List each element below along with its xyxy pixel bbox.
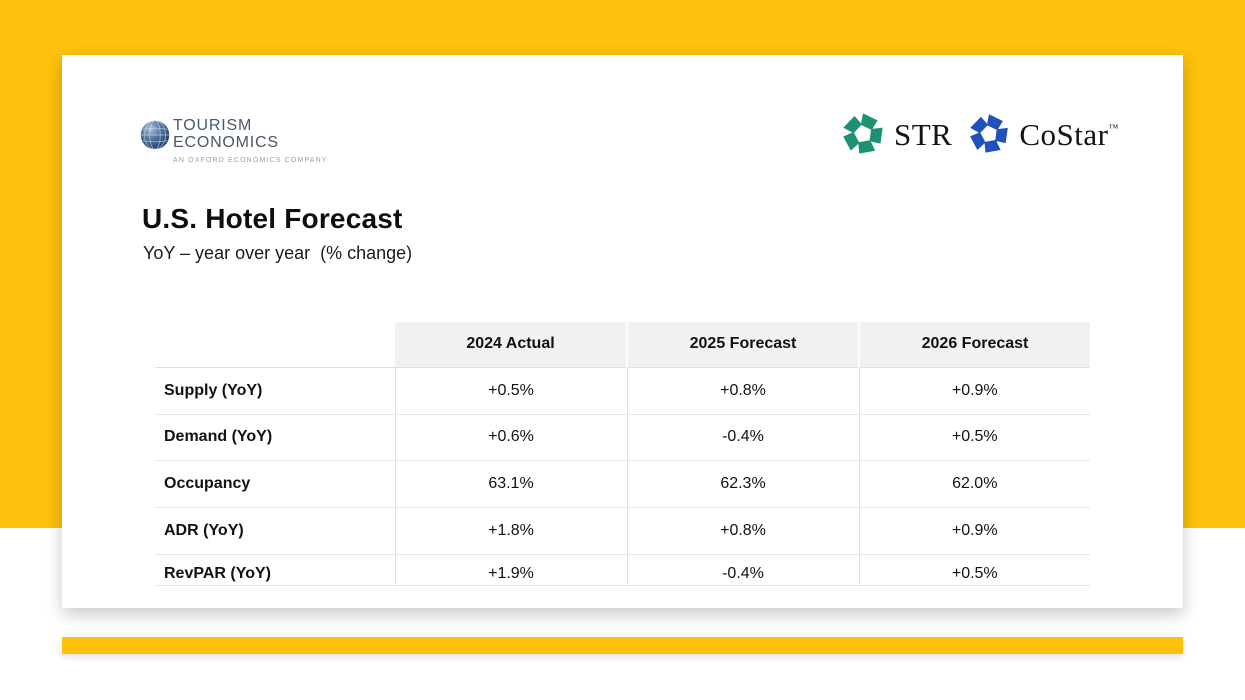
cell-value: +0.8% (626, 507, 859, 554)
cell-value: +0.6% (394, 414, 627, 460)
cell-value: +0.5% (394, 367, 627, 414)
row-label: Demand (YoY) (164, 428, 273, 445)
globe-icon (140, 120, 170, 150)
costar-pinwheel-icon (970, 114, 1009, 153)
slide: TOURISM ECONOMICS AN OXFORD ECONOMICS CO… (62, 55, 1183, 608)
costar-label: CoStar™ (1019, 119, 1118, 150)
tourism-economics-tagline: AN OXFORD ECONOMICS COMPANY (173, 157, 328, 164)
row-label: Occupancy (164, 474, 251, 492)
table-row: Occupancy 63.1% 62.3% 62.0% (155, 460, 1090, 507)
str-pinwheel-icon (843, 113, 883, 154)
table-row: Demand (YoY) +0.6% -0.4% +0.5% (155, 414, 1090, 460)
cell-value: -0.4% (626, 414, 859, 460)
cell-value: 62.0% (858, 460, 1090, 507)
slide-title: U.S. Hotel Forecast (142, 203, 403, 234)
forecast-table: 2024 Actual 2025 Forecast 2026 Forecast Su… (155, 322, 1090, 586)
str-logo: STR (841, 112, 952, 156)
cell-value: +0.9% (858, 507, 1090, 554)
cell-value: +0.5% (858, 554, 1090, 585)
column-header: 2026 Forecast (858, 322, 1090, 367)
costar-label-text: CoStar (1019, 116, 1109, 152)
table-header-row: 2024 Actual 2025 Forecast 2026 Forecast (155, 322, 1090, 367)
costar-logo: CoStar™ (968, 113, 1118, 155)
cell-value: +0.9% (858, 367, 1090, 414)
cell-value: +1.8% (394, 507, 627, 554)
tourism-economics-wordmark: TOURISM ECONOMICS AN OXFORD ECONOMICS CO… (173, 117, 328, 164)
cell-value: +0.8% (626, 367, 859, 414)
row-label: RevPAR (YoY) (164, 565, 271, 582)
cell-value: 62.3% (626, 460, 859, 507)
cell-value: 63.1% (394, 460, 627, 507)
table-row: ADR (YoY) +1.8% +0.8% +0.9% (155, 507, 1090, 554)
column-header: 2024 Actual (395, 322, 627, 367)
cell-value: -0.4% (626, 554, 859, 585)
partner-logos: STR CoStar™ (841, 112, 1118, 156)
tourism-economics-logo: TOURISM ECONOMICS AN OXFORD ECONOMICS CO… (140, 117, 328, 164)
tourism-economics-wordmark-line1: TOURISM (173, 117, 253, 134)
row-label: Supply (YoY) (164, 381, 263, 399)
cell-value: +1.9% (394, 554, 627, 585)
cell-value: +0.5% (858, 414, 1090, 460)
slide-subtitle: YoY – year over year (% change) (143, 243, 413, 263)
str-label: STR (894, 116, 953, 152)
bottom-accent-bar (62, 637, 1183, 654)
tourism-economics-wordmark-line2: ECONOMICS (173, 134, 279, 151)
costar-trademark: ™ (1108, 122, 1119, 134)
table-row: Supply (YoY) +0.5% +0.8% +0.9% (155, 367, 1090, 414)
table-row: RevPAR (YoY) +1.9% -0.4% +0.5% (155, 554, 1090, 585)
corner-cell (155, 322, 395, 367)
table-body: Supply (YoY) +0.5% +0.8% +0.9% Demand (YoY) +… (155, 367, 1090, 585)
row-label: ADR (YoY) (164, 521, 244, 539)
column-header: 2025 Forecast (626, 322, 859, 367)
